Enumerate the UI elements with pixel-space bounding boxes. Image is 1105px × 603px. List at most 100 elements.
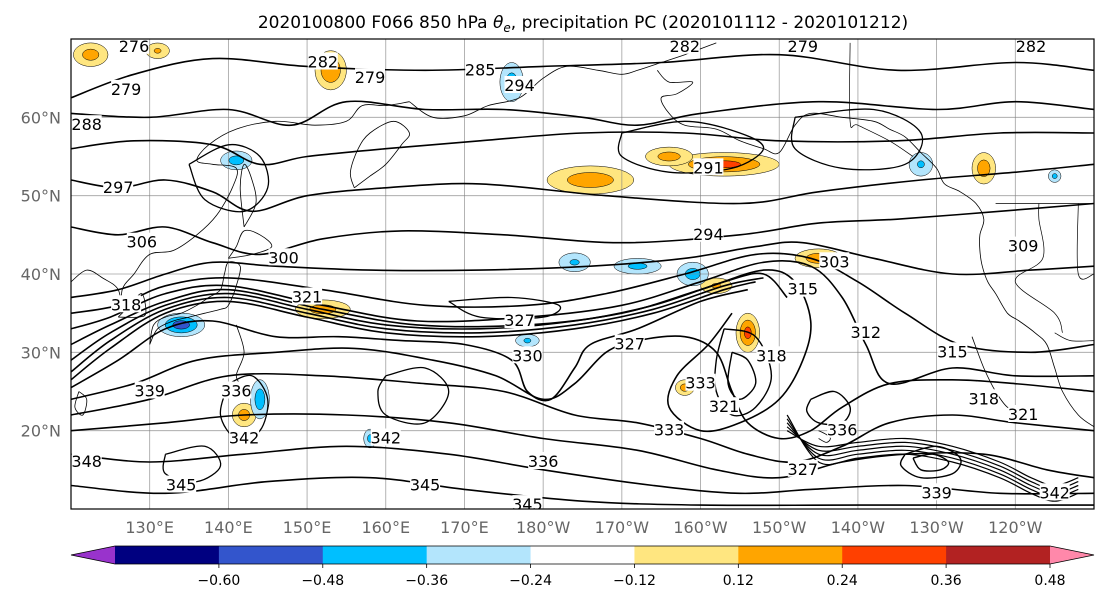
- coastline-segment: [349, 120, 410, 189]
- theta-e-contour: [912, 453, 950, 472]
- theta-e-contour: [188, 143, 270, 213]
- contour-label: 315: [937, 342, 968, 361]
- contour-label-bg: [693, 158, 724, 176]
- contour-label: 318: [968, 389, 1000, 408]
- theta-e-contour: [71, 269, 812, 433]
- contour-label-text: 342: [371, 429, 402, 448]
- contour-label: 339: [134, 381, 165, 401]
- contour-label-text: 318: [969, 389, 1000, 408]
- contour-label-text: 306: [127, 233, 158, 252]
- precip-cell: [1048, 169, 1062, 183]
- contour-label-bg: [370, 428, 401, 446]
- colorbar-outline: [70, 545, 1095, 565]
- contour-label: 282: [669, 37, 701, 56]
- contour-label: 333: [685, 373, 716, 393]
- contour-label-bg: [355, 68, 385, 86]
- colorbar: −0.60 −0.48 −0.36 −0.24 −0.12 0.12 0.24 0.36 0.4…: [70, 545, 1095, 589]
- contour-label-bg: [709, 397, 740, 415]
- contour-label: 279: [111, 79, 142, 99]
- lon-tick-label: 170°E: [440, 518, 489, 537]
- precip-cell: [971, 152, 996, 185]
- precip-cell: [645, 146, 693, 167]
- theta-e-contour: [71, 202, 1094, 256]
- lat-tick-label: 30°N: [21, 343, 61, 362]
- contour-label-text: 327: [788, 460, 819, 479]
- chart-title: 2020100800 F066 850 hPa θe, precipitatio…: [258, 13, 908, 35]
- theta-e-contour: [71, 281, 756, 381]
- colorbar-tick-label: −0.24: [509, 573, 552, 589]
- lon-tick-label: 160°E: [361, 518, 410, 537]
- precip-level: [523, 337, 532, 344]
- contour-label-text: 348: [71, 452, 102, 471]
- contour-label: 309: [1008, 236, 1038, 256]
- contour-label-text: 336: [827, 421, 858, 440]
- lat-tick-label: 50°N: [21, 187, 61, 206]
- colorbar-segment: [738, 546, 843, 564]
- contour-label: 276: [119, 39, 149, 56]
- map-frame: [70, 38, 1095, 510]
- colorbar-segment: [634, 546, 739, 564]
- contour-label: 321: [709, 397, 740, 416]
- contour-label-bg: [1039, 483, 1070, 501]
- precip-cell: [73, 42, 109, 67]
- theta-e-contour: [71, 163, 1094, 213]
- colorbar-segment: [946, 546, 1051, 564]
- colorbar-tick-label: −0.48: [301, 573, 344, 589]
- contour-label-bg: [166, 475, 197, 493]
- contour-label: 294: [693, 224, 724, 244]
- contour-label-bg: [614, 334, 645, 352]
- contour-label-text: 294: [693, 225, 724, 244]
- contour-label-text: 282: [1016, 37, 1047, 56]
- colorbar-extend-low: [71, 546, 115, 564]
- contour-label: 318: [111, 295, 142, 314]
- contour-label-text: 345: [410, 476, 441, 495]
- contour-label-text: 282: [670, 37, 701, 56]
- contour-label-bg: [921, 483, 952, 501]
- contour-label-bg: [693, 224, 724, 242]
- title-theta: θ: [493, 13, 504, 33]
- border-segment: [1076, 203, 1094, 280]
- colorbar-segment: [842, 546, 947, 564]
- contour-label: 330: [512, 346, 543, 365]
- contour-label-text: 279: [111, 80, 142, 99]
- contour-label-bg: [221, 381, 252, 399]
- contour-label-text: 345: [166, 476, 197, 495]
- contour-label: 345: [166, 475, 197, 495]
- contour-label-bg: [111, 79, 142, 97]
- contour-label: 285: [465, 60, 496, 79]
- theta-e-contour: [71, 272, 788, 361]
- contour-label: 345: [512, 495, 543, 509]
- theta-e-contour: [71, 100, 1094, 127]
- contour-label: 336: [827, 420, 858, 440]
- contour-label-bg: [504, 76, 535, 93]
- contour-label-text: 294: [504, 76, 535, 95]
- contour-label-bg: [968, 389, 999, 407]
- contour-label-bg: [669, 39, 700, 54]
- contour-label-bg: [512, 346, 543, 364]
- colorbar-tick-label: −0.36: [405, 573, 448, 589]
- theta-e-contour: [219, 374, 269, 440]
- theta-e-contours: [71, 53, 1094, 507]
- coastline-segment: [818, 430, 831, 443]
- contour-label-text: 321: [1008, 405, 1039, 424]
- contour-label-text: 327: [504, 311, 535, 330]
- contour-label-text: 327: [614, 335, 645, 354]
- colorbar-segment: [218, 546, 324, 564]
- contour-label-bg: [937, 342, 968, 360]
- lon-tick-label: 160°W: [673, 518, 728, 537]
- lon-tick-label: 130°E: [125, 518, 174, 537]
- contour-label-bg: [504, 311, 535, 328]
- contour-label-text: 339: [921, 483, 952, 502]
- contour-label-text: 297: [103, 178, 134, 197]
- contour-label-bg: [787, 39, 818, 54]
- contour-label-bg: [465, 60, 496, 78]
- contour-label-bg: [756, 346, 787, 364]
- lon-tick-label: 180°W: [516, 518, 571, 537]
- contour-label-bg: [827, 420, 858, 438]
- coastline-segment: [656, 70, 1094, 428]
- lon-tick-label: 150°E: [283, 518, 332, 537]
- precip-level: [82, 48, 100, 61]
- contour-labels: 276 279 288 297 306 318 339 348 345 282 279 285 294 2…: [71, 37, 1070, 509]
- contour-label-text: 318: [111, 295, 142, 314]
- border-segment: [1054, 332, 1094, 342]
